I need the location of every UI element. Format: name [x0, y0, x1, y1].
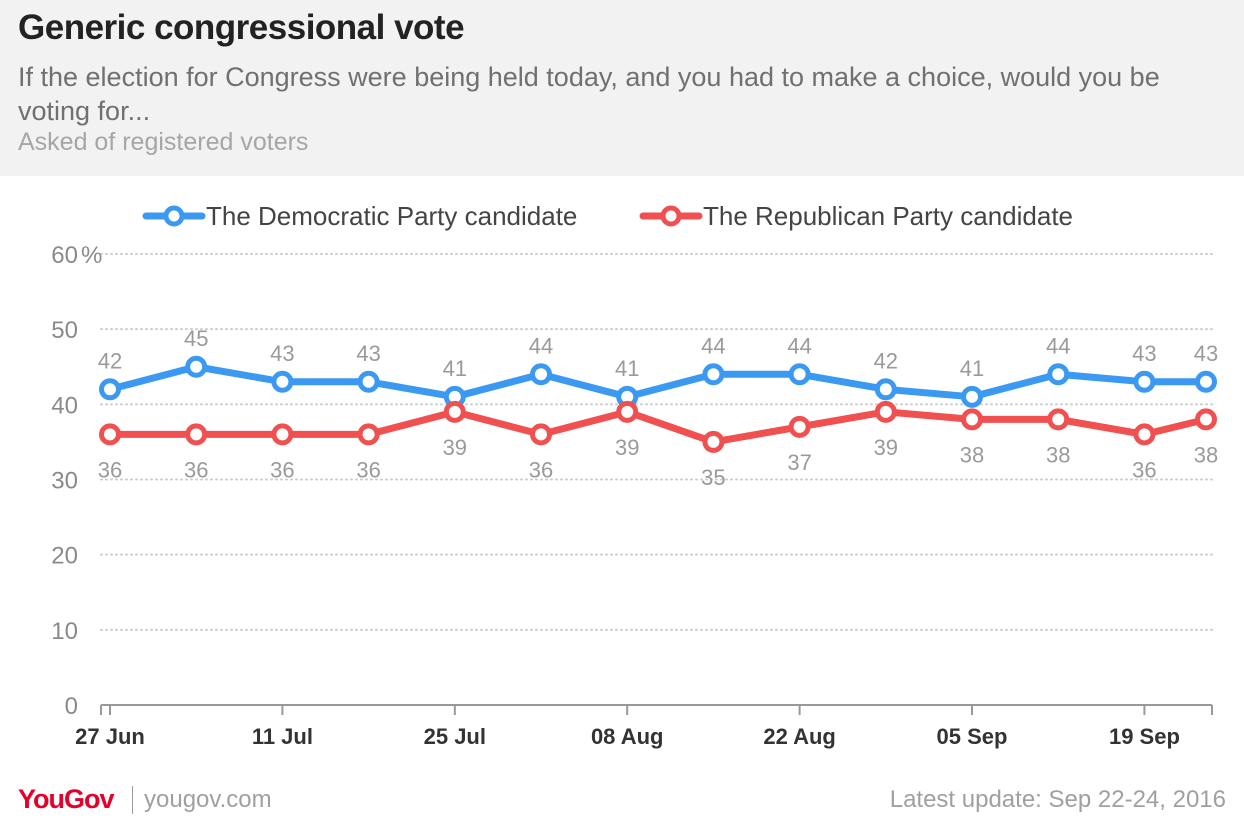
data-label: 44: [1046, 333, 1070, 358]
x-tick-label: 25 Jul: [424, 724, 486, 749]
data-point: [185, 423, 208, 446]
data-label: 42: [98, 348, 122, 373]
chart-header: Generic congressional vote If the electi…: [0, 0, 1244, 176]
data-point: [271, 370, 294, 393]
yougov-logo: YouGov: [18, 784, 115, 814]
x-tick-label: 19 Sep: [1109, 724, 1180, 749]
footer-divider: [132, 786, 133, 814]
data-point: [99, 378, 121, 401]
data-label: 44: [529, 333, 553, 358]
y-tick-label: 50: [51, 317, 78, 344]
data-label: 41: [960, 356, 984, 381]
data-point: [702, 363, 725, 386]
x-tick-label: 08 Aug: [591, 724, 664, 749]
data-point: [1047, 408, 1070, 431]
y-tick-label: 30: [51, 468, 78, 495]
data-point: [961, 408, 984, 431]
chart-note: Asked of registered voters: [18, 128, 309, 156]
data-label: 43: [356, 341, 380, 366]
data-label: 38: [1046, 442, 1070, 467]
data-point: [788, 363, 811, 386]
data-point: [1133, 370, 1156, 393]
data-point: [1195, 408, 1217, 431]
data-label: 36: [356, 457, 380, 482]
line-chart: 0 10 20 30 40 50 60 % 27 Jun 11 Jul 25 Jul 08 Aug 22…: [51, 201, 1218, 749]
data-label: 44: [701, 333, 725, 358]
data-label: 37: [787, 450, 811, 475]
data-point: [874, 400, 897, 423]
data-label: 36: [270, 457, 294, 482]
data-label: 36: [98, 457, 122, 482]
data-label: 42: [874, 348, 898, 373]
data-point: [530, 423, 553, 446]
data-label: 39: [615, 435, 639, 460]
data-point: [1133, 423, 1156, 446]
x-tick-label: 22 Aug: [763, 724, 836, 749]
data-point: [99, 423, 121, 446]
footer-site-link[interactable]: yougov.com: [144, 786, 272, 813]
x-tick-label: 05 Sep: [937, 724, 1008, 749]
series-line: [106, 363, 1210, 401]
data-point: [702, 430, 725, 453]
data-label: 41: [615, 356, 639, 381]
data-point: [961, 385, 984, 408]
data-point: [616, 400, 639, 423]
data-label: 36: [1132, 457, 1156, 482]
y-tick-label: 60: [51, 242, 78, 269]
data-label: 44: [787, 333, 811, 358]
data-label: 43: [1194, 341, 1218, 366]
y-tick-label: 20: [51, 543, 78, 570]
data-label: 38: [960, 442, 984, 467]
data-point: [357, 370, 380, 393]
latest-update: Latest update: Sep 22-24, 2016: [889, 786, 1226, 813]
y-tick-label: 0: [65, 693, 78, 720]
data-label: 38: [1194, 442, 1218, 467]
data-point: [874, 378, 897, 401]
chart-title: Generic congressional vote: [18, 8, 465, 47]
data-label: 36: [184, 457, 208, 482]
data-label: 45: [184, 326, 208, 351]
data-point: [357, 423, 380, 446]
y-unit-label: %: [81, 242, 102, 269]
data-label: 43: [1132, 341, 1156, 366]
data-point: [1047, 363, 1070, 386]
data-label: 41: [443, 356, 467, 381]
data-point: [443, 400, 466, 423]
data-point: [788, 415, 811, 438]
data-point: [530, 363, 553, 386]
y-tick-label: 40: [51, 392, 78, 419]
data-label: 43: [270, 341, 294, 366]
data-point: [185, 355, 208, 378]
legend-marker: [163, 205, 185, 227]
chart-subtitle: If the election for Congress were being …: [18, 62, 1160, 126]
y-tick-label: 10: [51, 618, 78, 645]
x-tick-label: 27 Jun: [75, 724, 145, 749]
x-tick-label: 11 Jul: [252, 724, 313, 749]
data-label: 39: [443, 435, 467, 460]
legend-label: The Democratic Party candidate: [206, 201, 577, 231]
data-point: [271, 423, 294, 446]
series-line: [106, 408, 1210, 446]
legend-label: The Republican Party candidate: [703, 201, 1073, 231]
data-label: 36: [529, 457, 553, 482]
legend-marker: [660, 205, 682, 227]
data-label: 35: [701, 465, 725, 490]
data-point: [1195, 370, 1217, 393]
data-label: 39: [874, 435, 898, 460]
